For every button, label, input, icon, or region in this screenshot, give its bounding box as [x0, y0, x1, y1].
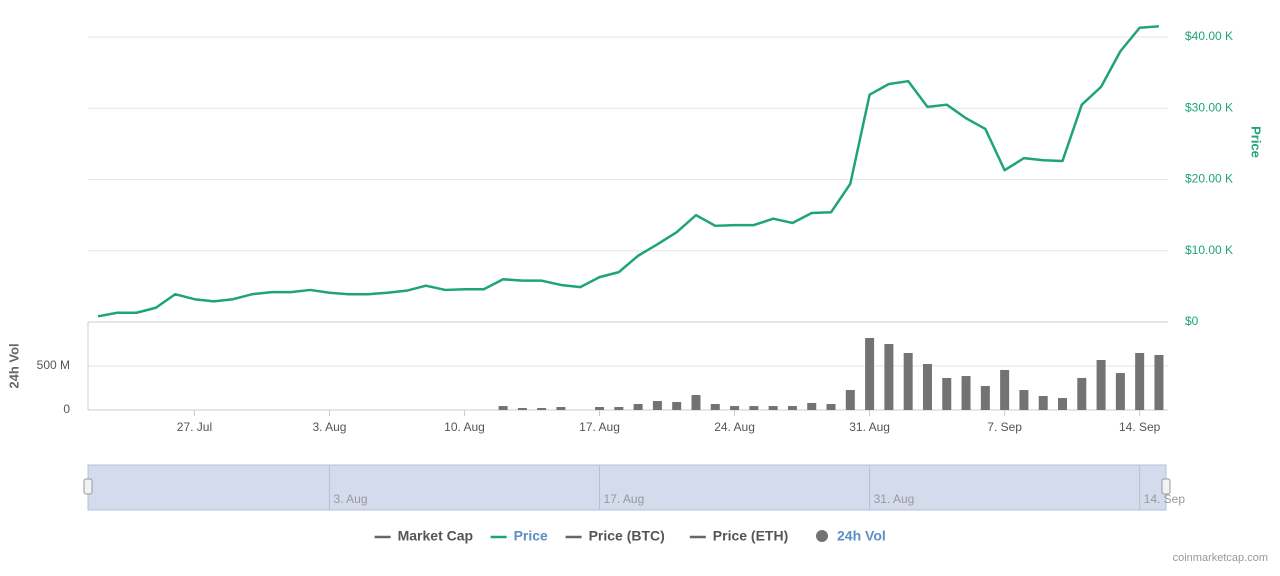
volume-bar: [1000, 369, 1010, 410]
legend-symbol: [816, 530, 828, 542]
credit: coinmarketcap.com: [1173, 552, 1268, 564]
volume-bar: [537, 407, 547, 410]
y-tick-label: $10.00 K: [1185, 243, 1233, 257]
legend-label: 24h Vol: [837, 528, 886, 544]
navigator-label: 17. Aug: [604, 492, 645, 506]
y-tick-label: $0: [1185, 314, 1199, 328]
navigator-label: 14. Sep: [1144, 492, 1186, 506]
legend-item[interactable]: Price: [490, 528, 548, 544]
navigator-handle[interactable]: [83, 478, 93, 495]
x-tick-label: 3. Aug: [312, 420, 346, 434]
volume-bar: [1135, 352, 1145, 410]
volume-bar: [614, 407, 624, 410]
volume-bar: [826, 404, 836, 410]
volume-bar: [961, 376, 971, 410]
volume-bar: [865, 338, 875, 410]
volume-bar: [730, 406, 740, 410]
volume-bar: [672, 401, 682, 410]
y-tick-label: $30.00 K: [1185, 100, 1233, 114]
y-tick-label: $40.00 K: [1185, 29, 1233, 43]
navigator-label: 31. Aug: [874, 492, 915, 506]
volume-bar: [787, 406, 797, 410]
price-line: [97, 25, 1160, 318]
y2-tick-label: 0: [63, 402, 70, 416]
legend-item[interactable]: Price (BTC): [565, 528, 665, 544]
volume-bar: [633, 404, 643, 410]
y-axis-title: Price: [1249, 126, 1264, 158]
volume-bar: [1019, 390, 1029, 410]
volume-bar: [556, 407, 566, 410]
x-tick-label: 14. Sep: [1119, 420, 1161, 434]
legend-label: Market Cap: [398, 528, 473, 544]
legend-item[interactable]: 24h Vol: [816, 528, 886, 544]
volume-bar: [1058, 398, 1067, 410]
x-tick-label: 17. Aug: [579, 420, 620, 434]
volume-bar: [903, 352, 913, 410]
volume-bar: [691, 395, 701, 410]
volume-bar: [884, 344, 894, 410]
y-tick-label: $20.00 K: [1185, 172, 1233, 186]
volume-bar: [498, 406, 508, 410]
legend-label: Price (BTC): [589, 528, 665, 544]
volume-bar: [1096, 360, 1106, 410]
legend-label: Price: [514, 528, 548, 544]
volume-bar: [710, 404, 720, 410]
volume-bar: [845, 390, 855, 410]
legend-item[interactable]: Price (ETH): [689, 528, 788, 544]
x-tick-label: 10. Aug: [444, 420, 485, 434]
y2-axis-title: 24h Vol: [6, 343, 21, 388]
volume-bar: [1077, 377, 1087, 410]
volume-bar: [807, 402, 817, 410]
x-tick-label: 24. Aug: [714, 420, 755, 434]
volume-bar: [922, 363, 932, 410]
volume-bar: [942, 377, 952, 410]
volume-bar: [517, 407, 527, 410]
legend: Market Cap Price Price (BTC) Price (ETH) 24h…: [374, 528, 886, 544]
volume-bar: [1115, 373, 1125, 410]
legend-label: Price (ETH): [713, 528, 788, 544]
x-tick-label: 7. Sep: [987, 420, 1022, 434]
volume-bar: [595, 407, 605, 410]
x-tick-label: 27. Jul: [177, 420, 212, 434]
y2-tick-label: 500 M: [37, 358, 70, 372]
volume-bar: [768, 406, 778, 410]
volume-bar: [1038, 396, 1048, 410]
navigator-range: [87, 464, 1167, 511]
volume-bar: [1154, 355, 1164, 410]
volume-bar: [652, 401, 662, 410]
legend-item[interactable]: Market Cap: [374, 528, 473, 544]
volume-bar: [980, 385, 990, 410]
navigator-handle[interactable]: [1161, 478, 1171, 495]
volume-bar: [749, 406, 759, 410]
navigator-label: 3. Aug: [333, 492, 367, 506]
x-tick-label: 31. Aug: [849, 420, 890, 434]
